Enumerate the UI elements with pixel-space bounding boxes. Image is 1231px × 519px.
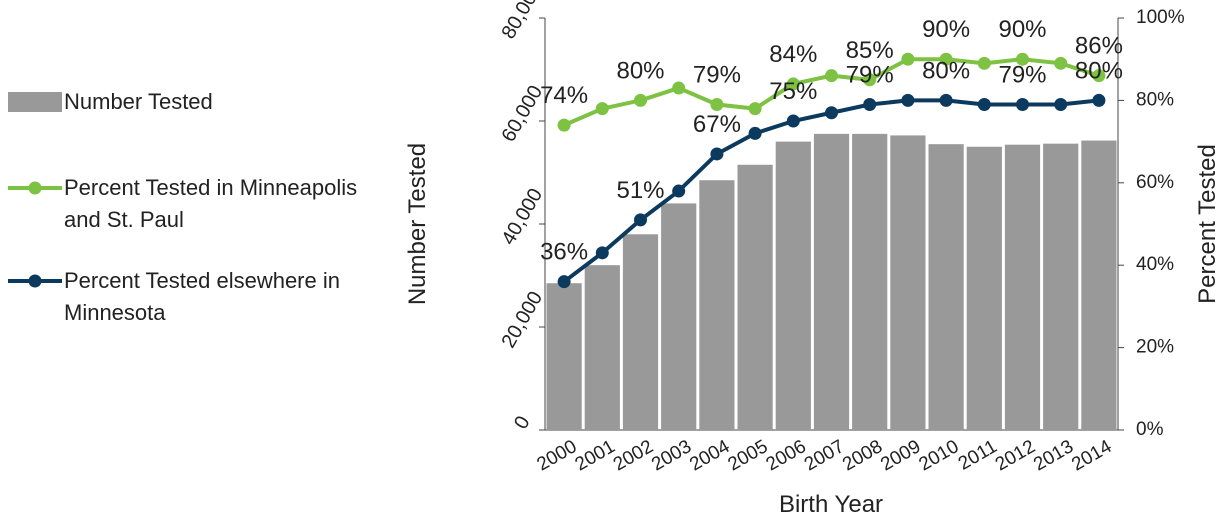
bar bbox=[737, 164, 773, 430]
bar bbox=[1043, 143, 1079, 430]
point bbox=[672, 81, 686, 95]
point bbox=[1092, 93, 1106, 107]
data-label: 75% bbox=[769, 78, 817, 105]
y2-tick-label: 40% bbox=[1136, 254, 1174, 275]
legend-swatch bbox=[8, 274, 62, 288]
data-label: 74% bbox=[540, 82, 588, 109]
x-axis-title: Birth Year bbox=[779, 491, 883, 518]
point bbox=[863, 98, 877, 112]
data-label: 67% bbox=[693, 111, 741, 138]
point bbox=[825, 69, 838, 83]
y2-tick-label: 20% bbox=[1136, 337, 1174, 358]
point bbox=[557, 118, 571, 132]
data-label: 80% bbox=[1075, 57, 1123, 84]
data-label: 86% bbox=[1075, 33, 1123, 60]
bar bbox=[813, 133, 850, 430]
point bbox=[825, 106, 838, 120]
legend-swatch bbox=[8, 181, 62, 195]
point bbox=[634, 93, 647, 107]
data-label: 51% bbox=[616, 177, 664, 204]
point bbox=[1054, 98, 1068, 112]
legend-label: Number Tested bbox=[64, 89, 213, 114]
data-label: 80% bbox=[616, 57, 664, 84]
bar bbox=[928, 144, 964, 431]
bar bbox=[546, 283, 582, 430]
y2-tick-label: 0% bbox=[1136, 419, 1164, 440]
point bbox=[863, 73, 877, 87]
bar bbox=[890, 135, 926, 431]
point bbox=[595, 102, 609, 116]
point bbox=[1054, 56, 1068, 70]
y-axis-title: Number Tested bbox=[404, 143, 431, 305]
data-label: 85% bbox=[846, 37, 894, 64]
point bbox=[939, 93, 953, 107]
data-label: 36% bbox=[540, 239, 588, 266]
legend-swatch-point bbox=[28, 181, 42, 195]
legend-label: Percent Tested elsewhere in Minnesota bbox=[64, 268, 340, 325]
data-label: 79% bbox=[846, 62, 894, 89]
y-tick-label: 80,000 bbox=[498, 0, 548, 43]
point bbox=[1016, 98, 1029, 112]
point bbox=[786, 114, 800, 128]
data-label: 90% bbox=[922, 16, 970, 43]
point bbox=[901, 93, 915, 107]
legend-label: Percent Tested in Minneapolis and St. Pa… bbox=[64, 175, 358, 232]
point bbox=[710, 98, 724, 112]
x-tick-label: 2014 bbox=[1068, 436, 1115, 476]
point bbox=[634, 213, 647, 227]
point bbox=[977, 98, 991, 112]
point bbox=[672, 184, 686, 198]
data-label: 80% bbox=[922, 57, 970, 84]
bar bbox=[966, 146, 1002, 430]
point bbox=[748, 126, 762, 140]
point bbox=[557, 275, 571, 289]
point bbox=[1016, 52, 1029, 66]
legend-swatch bbox=[8, 92, 62, 112]
point bbox=[748, 102, 762, 116]
bar bbox=[852, 133, 888, 430]
legend-swatch-bar bbox=[8, 92, 62, 112]
y2-tick-label: 60% bbox=[1136, 172, 1174, 193]
y-tick-label: 0 bbox=[510, 412, 535, 433]
point bbox=[595, 246, 609, 260]
data-label: 79% bbox=[998, 62, 1046, 89]
point bbox=[1092, 69, 1106, 83]
y2-tick-label: 80% bbox=[1136, 89, 1174, 110]
bar bbox=[584, 265, 620, 430]
bar bbox=[699, 180, 735, 430]
data-label: 84% bbox=[769, 41, 817, 68]
point bbox=[939, 52, 953, 66]
bar bbox=[1081, 140, 1117, 430]
point bbox=[901, 52, 915, 66]
bar bbox=[661, 203, 697, 430]
bar bbox=[775, 141, 811, 430]
data-label: 79% bbox=[693, 62, 741, 89]
data-label: 90% bbox=[998, 16, 1046, 43]
point bbox=[710, 147, 724, 161]
legend-swatch-point bbox=[28, 274, 42, 288]
point bbox=[977, 56, 991, 70]
y2-axis-title: Percent Tested bbox=[1194, 144, 1221, 304]
y-tick-label: 20,000 bbox=[498, 288, 548, 352]
y2-tick-label: 100% bbox=[1136, 7, 1185, 28]
point bbox=[786, 77, 800, 91]
bar bbox=[1004, 144, 1041, 430]
bar bbox=[622, 234, 659, 430]
